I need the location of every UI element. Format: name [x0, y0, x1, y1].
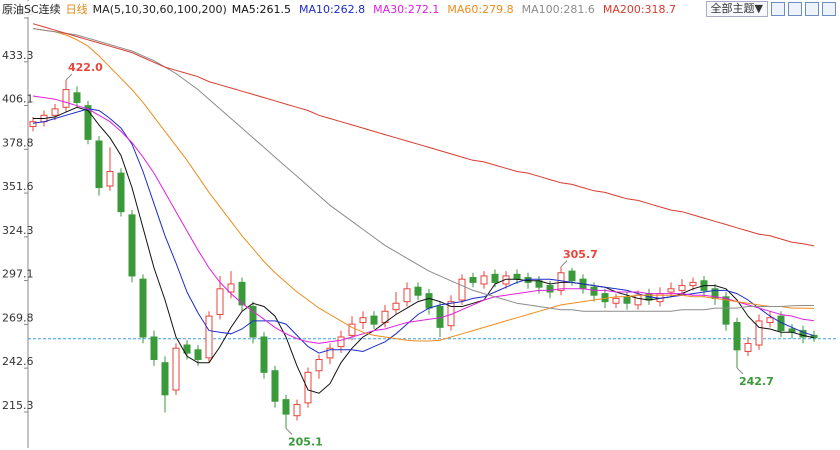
- candle-body: [568, 270, 576, 282]
- zoom-button[interactable]: [822, 2, 836, 16]
- candle-body: [293, 403, 301, 417]
- annotation-pointer: [560, 260, 568, 268]
- candle-body: [634, 294, 642, 306]
- candle-body: [183, 344, 191, 354]
- candle-body: [150, 336, 158, 360]
- legend-entry: MA100:281.6: [521, 2, 595, 16]
- candle-body: [315, 358, 323, 372]
- y-tick-label: 269.8: [2, 311, 34, 324]
- ma-line: [33, 106, 815, 394]
- legend-entry: MA60:279.8: [447, 2, 514, 16]
- candle-body: [359, 317, 367, 324]
- y-tick-label: 297.1: [2, 268, 34, 281]
- candle-body: [194, 349, 202, 360]
- legend-entry: MA30:272.1: [373, 2, 440, 16]
- candle-body: [161, 362, 169, 396]
- annotation: 205.1: [288, 435, 323, 448]
- candle-body: [249, 305, 257, 338]
- candle-body: [414, 286, 422, 296]
- annotation-pointer: [285, 428, 293, 435]
- candle-body: [282, 399, 290, 415]
- zoom-button[interactable]: [771, 2, 785, 16]
- candle-body: [667, 288, 675, 293]
- y-tick-label: 378.8: [2, 136, 34, 149]
- ma-line: [32, 95, 815, 344]
- candle-body: [106, 171, 114, 187]
- ma-line: [32, 28, 814, 312]
- zoom-button[interactable]: [805, 2, 819, 16]
- candle-body: [502, 275, 510, 285]
- candle-body: [403, 288, 411, 303]
- candle-body: [744, 342, 752, 352]
- candle-body: [458, 278, 466, 301]
- annotation: 242.7: [739, 375, 774, 388]
- candle-body: [722, 296, 730, 325]
- candle-body: [337, 336, 345, 348]
- candle-body: [84, 105, 92, 140]
- candle-body: [480, 275, 488, 285]
- y-tick-label: 433.3: [2, 49, 34, 62]
- candle-body: [95, 140, 103, 189]
- candle-body: [766, 317, 774, 324]
- candle-body: [612, 297, 620, 304]
- candle-body: [51, 108, 59, 116]
- legend-entry: MA200:318.7: [602, 2, 677, 16]
- candle-body: [788, 328, 796, 333]
- candle-body: [348, 323, 356, 336]
- candle-body: [678, 285, 686, 291]
- zoom-button[interactable]: [788, 2, 802, 16]
- ma-line: [32, 23, 815, 247]
- candle-body: [733, 322, 741, 351]
- annotation-pointer: [65, 73, 73, 81]
- candle-body: [238, 281, 246, 306]
- theme-button[interactable]: 全部主题▼: [705, 1, 768, 17]
- annotation: 305.7: [563, 248, 598, 261]
- candle-body: [425, 293, 433, 309]
- legend: MA5:261.5 MA10:262.8 MA30:272.1 MA60:279.8 M…: [232, 3, 676, 16]
- header: 原油SC连续 日线 MA(5,10,30,60,100,200) MA5:261…: [2, 1, 677, 17]
- period[interactable]: 日线: [65, 3, 88, 16]
- legend-entry: MA5:261.5: [231, 2, 291, 16]
- annotation: 422.0: [68, 61, 103, 74]
- chart-title: 原油SC连续: [2, 3, 61, 16]
- candle-body: [62, 89, 70, 108]
- ma-line: [32, 108, 815, 354]
- legend-entry: MA10:262.8: [298, 2, 366, 16]
- candle-body: [370, 315, 378, 325]
- y-tick-label: 406.1: [2, 92, 34, 105]
- candle-body: [205, 315, 213, 359]
- candle-body: [29, 121, 37, 128]
- candle-body: [513, 273, 521, 280]
- candle-body: [546, 285, 554, 293]
- toolbar: 全部主题▼: [705, 1, 836, 17]
- candle-body: [590, 286, 598, 296]
- candle-body: [623, 296, 631, 304]
- indicator[interactable]: MA(5,10,30,60,100,200): [92, 2, 227, 16]
- candle-body: [128, 214, 136, 277]
- candle-body: [172, 347, 180, 391]
- y-tick-label: 351.6: [2, 180, 34, 193]
- annotation-pointer: [736, 367, 744, 375]
- y-tick-label: 242.6: [2, 355, 34, 368]
- candle-body: [260, 336, 268, 373]
- y-tick-label: 324.3: [2, 224, 34, 237]
- candle-body: [139, 278, 147, 338]
- candle-body: [689, 281, 697, 287]
- candle-body: [216, 288, 224, 316]
- candle-body: [755, 320, 763, 346]
- candle-body: [117, 172, 125, 213]
- candle-body: [469, 277, 477, 283]
- candle-body: [491, 273, 499, 283]
- candle-body: [73, 92, 81, 103]
- ma-line: [32, 28, 815, 342]
- candle-body: [326, 347, 334, 359]
- candle-body: [799, 330, 807, 338]
- candle-body: [392, 302, 400, 311]
- candle-body: [227, 283, 235, 293]
- candle-body: [304, 371, 312, 404]
- y-tick-label: 215.3: [2, 399, 34, 412]
- candle-body: [271, 370, 279, 402]
